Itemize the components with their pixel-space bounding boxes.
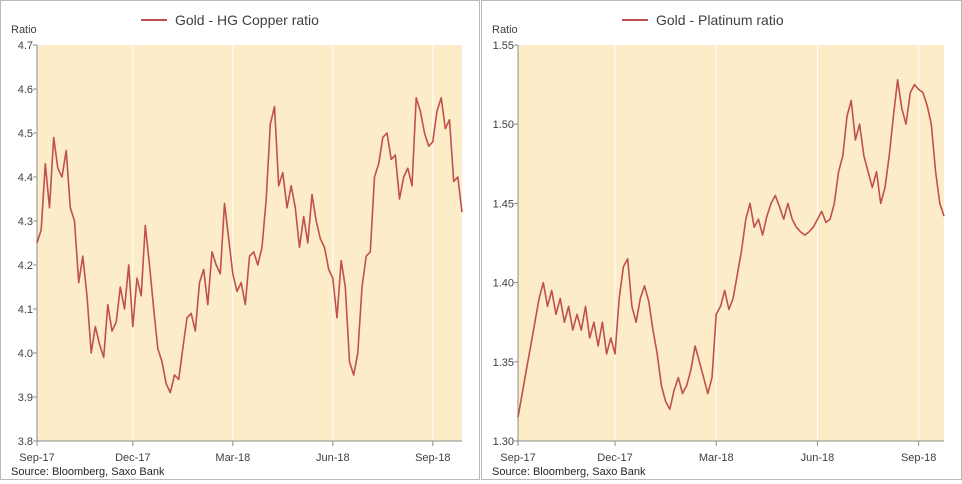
- y-tick-label: 1.45: [493, 198, 514, 210]
- y-tick-label: 1.55: [493, 40, 514, 52]
- y-tick-label: 1.40: [493, 278, 514, 290]
- y-tick-label: 1.35: [493, 357, 514, 369]
- y-tick-label: 1.50: [493, 119, 514, 131]
- source-note: Source: Bloomberg, Saxo Bank: [492, 466, 646, 478]
- chart-panel-copper: Sep-17 Dec-17 Mar-18 Jun-18 Sep-18 4.7 4.6 4.5 4…: [0, 0, 480, 480]
- y-tick-label: 4.2: [18, 260, 33, 272]
- x-tick-label: Sep-18: [901, 452, 936, 464]
- x-tick-label: Sep-18: [415, 452, 450, 464]
- y-axis-label: Ratio: [11, 24, 37, 36]
- chart-panel-platinum: Sep-17 Dec-17 Mar-18 Jun-18 Sep-18 1.55 1.50 1.…: [481, 0, 962, 480]
- x-tick-label: Sep-17: [19, 452, 54, 464]
- x-tick-label: Mar-18: [215, 452, 250, 464]
- source-note: Source: Bloomberg, Saxo Bank: [11, 466, 165, 478]
- y-tick-label: 4.6: [18, 84, 33, 96]
- y-tick-label: 3.9: [18, 392, 33, 404]
- series-line: [36, 97, 463, 394]
- y-tick-label: 4.3: [18, 216, 33, 228]
- y-tick-label: 3.8: [18, 436, 33, 448]
- series-line: [517, 79, 945, 418]
- plot-area: [37, 45, 462, 441]
- y-tick-label: 4.4: [18, 172, 33, 184]
- x-tick-label: Dec-17: [597, 452, 632, 464]
- y-tick-label: 4.5: [18, 128, 33, 140]
- x-tick-label: Sep-17: [500, 452, 535, 464]
- legend-label: Gold - HG Copper ratio: [175, 12, 319, 28]
- x-tick-label: Mar-18: [699, 452, 734, 464]
- y-tick-label: 4.0: [18, 348, 33, 360]
- y-axis-label: Ratio: [492, 24, 518, 36]
- legend-label: Gold - Platinum ratio: [656, 12, 784, 28]
- plot-area: [518, 45, 944, 441]
- chart-copper: Sep-17 Dec-17 Mar-18 Jun-18 Sep-18 4.7 4.6 4.5 4…: [11, 12, 463, 478]
- chart-platinum: Sep-17 Dec-17 Mar-18 Jun-18 Sep-18 1.55 1.50 1.…: [492, 12, 945, 478]
- x-tick-label: Jun-18: [316, 452, 350, 464]
- x-tick-label: Dec-17: [115, 452, 150, 464]
- y-tick-label: 4.7: [18, 40, 33, 52]
- y-tick-label: 1.30: [493, 436, 514, 448]
- x-tick-label: Jun-18: [801, 452, 835, 464]
- y-tick-label: 4.1: [18, 304, 33, 316]
